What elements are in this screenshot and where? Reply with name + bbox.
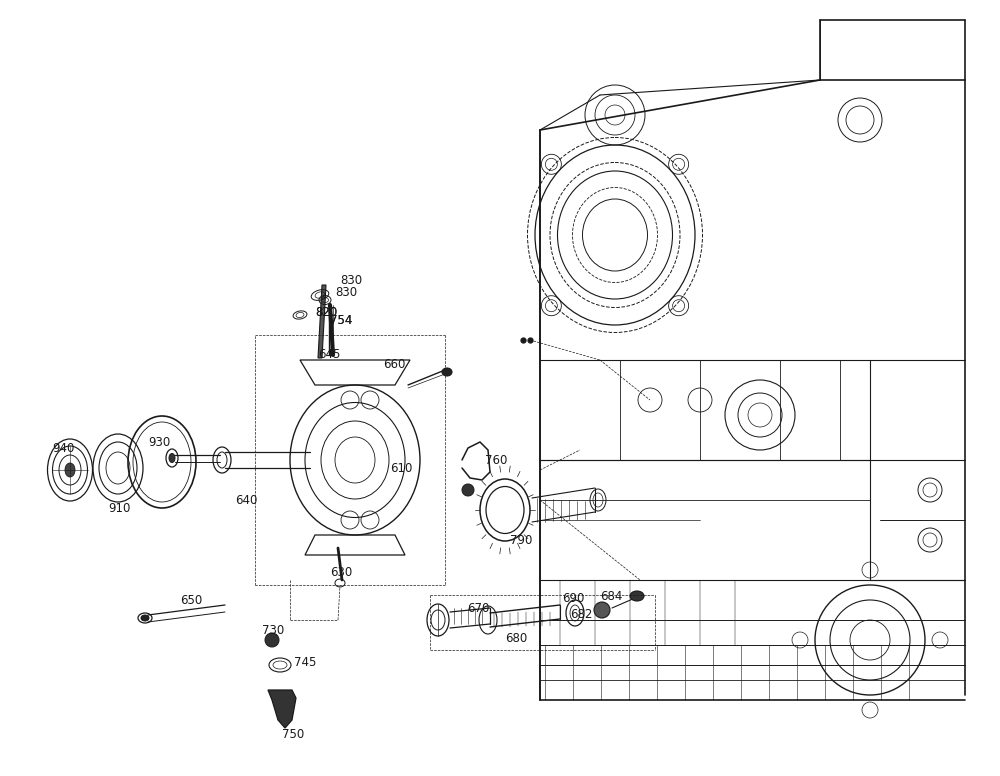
- Text: 745: 745: [294, 656, 316, 670]
- Circle shape: [265, 633, 279, 647]
- Ellipse shape: [169, 453, 175, 462]
- Ellipse shape: [141, 615, 149, 621]
- Text: 940: 940: [52, 442, 74, 455]
- Text: 930: 930: [148, 435, 170, 449]
- Text: 830: 830: [335, 286, 357, 300]
- Text: 645: 645: [318, 348, 340, 362]
- Circle shape: [462, 484, 474, 496]
- Text: 750: 750: [282, 729, 304, 742]
- Text: 760: 760: [485, 453, 507, 466]
- Text: 754: 754: [330, 314, 352, 327]
- Text: 754: 754: [330, 314, 352, 327]
- Text: 730: 730: [262, 623, 284, 636]
- Ellipse shape: [630, 591, 644, 601]
- Text: 660: 660: [383, 359, 405, 372]
- Text: 820: 820: [315, 307, 337, 320]
- Ellipse shape: [442, 368, 452, 376]
- Text: 830: 830: [340, 273, 362, 286]
- Text: 684: 684: [600, 590, 622, 602]
- Text: 790: 790: [510, 534, 532, 546]
- Text: 650: 650: [180, 594, 202, 607]
- Text: 682: 682: [570, 608, 592, 621]
- Circle shape: [594, 602, 610, 618]
- Text: 680: 680: [505, 632, 527, 645]
- Text: 640: 640: [235, 494, 257, 507]
- Polygon shape: [318, 285, 326, 358]
- Text: 670: 670: [467, 601, 489, 615]
- Text: 690: 690: [562, 591, 584, 605]
- Text: 610: 610: [390, 462, 412, 474]
- Text: 910: 910: [108, 501, 130, 514]
- Text: 630: 630: [330, 566, 352, 578]
- Ellipse shape: [65, 463, 75, 477]
- Polygon shape: [268, 690, 296, 728]
- Text: 820: 820: [315, 307, 337, 320]
